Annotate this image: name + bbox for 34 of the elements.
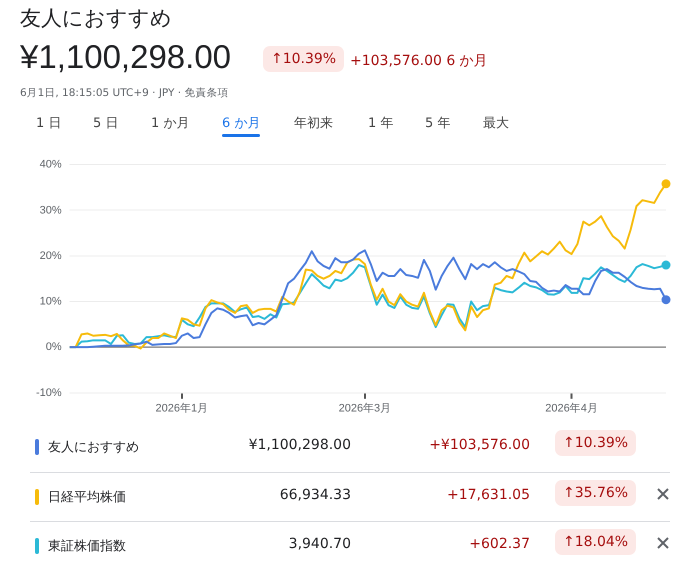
text: ↑35.76%	[555, 480, 636, 506]
text: 5 日	[93, 115, 118, 132]
text: ¥1,100,298.00	[248, 437, 351, 453]
text: 1 か月	[151, 115, 190, 132]
text: +¥103,576.00	[429, 437, 530, 453]
text: ↑10.39%	[263, 46, 344, 72]
text: 年初来	[294, 115, 333, 132]
text: 6月1日, 18:15:05 UTC+9 · JPY · 免責条項	[20, 86, 228, 100]
chart-title: 友人におすすめ	[20, 5, 172, 32]
y-tick-label: 10%	[40, 296, 62, 308]
text: 5 年	[425, 115, 450, 132]
text: 66,934.33	[280, 487, 351, 503]
text: ↑18.04%	[555, 529, 636, 555]
text: ↑10.39%	[555, 430, 636, 456]
y-tick-label: 40%	[40, 158, 62, 171]
text: 1 日	[36, 115, 62, 132]
text: 3,940.70	[288, 536, 351, 552]
y-tick-label: 0%	[46, 341, 62, 354]
legend-label: 東証株価指数	[48, 538, 126, 555]
y-tick-label: 20%	[40, 250, 62, 262]
legend-label: 友人におすすめ	[48, 439, 139, 456]
x-tick-label: 2026年1月	[156, 402, 208, 414]
x-tick-label: 2026年3月	[338, 402, 392, 414]
y-tick-label: -10%	[36, 386, 62, 399]
text: +602.37	[469, 536, 530, 552]
y-tick-label: 30%	[40, 204, 62, 216]
x-tick-label: 2026年4月	[545, 402, 598, 414]
text: +17,631.05	[447, 487, 530, 503]
text: 最大	[483, 115, 509, 132]
text: 6 か月	[222, 114, 260, 132]
text: +103,576.00 6 か月	[350, 52, 488, 70]
text: ¥1,100,298.00	[20, 38, 232, 76]
legend-label: 日経平均株価	[48, 489, 126, 506]
text: 1 年	[368, 115, 394, 132]
